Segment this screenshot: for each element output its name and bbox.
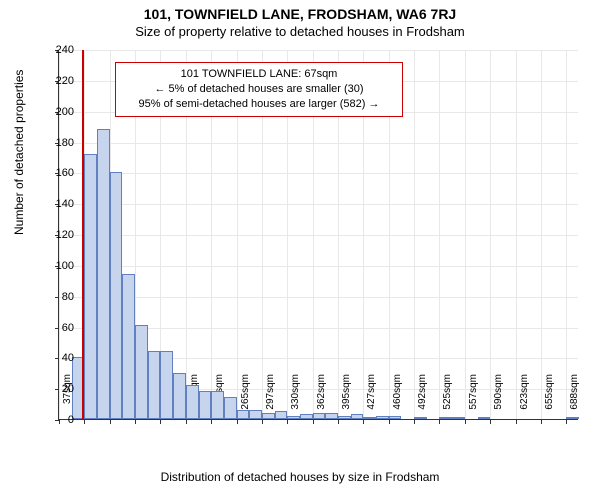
xtick-mark — [490, 420, 491, 424]
xtick-mark — [313, 420, 314, 424]
xtick-mark — [211, 420, 212, 424]
gridline-h — [59, 266, 578, 267]
gridline-h — [59, 143, 578, 144]
histogram-bar — [376, 416, 389, 419]
y-axis-label: Number of detached properties — [12, 70, 26, 235]
xtick-mark — [84, 420, 85, 424]
histogram-bar — [199, 391, 212, 419]
chart-area: 37sqm70sqm102sqm135sqm167sqm200sqm232sqm… — [58, 50, 578, 420]
histogram-bar — [160, 351, 173, 419]
gridline-v — [541, 50, 542, 419]
histogram-bar — [173, 373, 186, 419]
gridline-h — [59, 297, 578, 298]
ytick-label: 0 — [44, 414, 74, 426]
histogram-bar — [414, 417, 427, 419]
ytick-label: 140 — [44, 198, 74, 210]
xtick-mark — [338, 420, 339, 424]
plot-region: 37sqm70sqm102sqm135sqm167sqm200sqm232sqm… — [58, 50, 578, 420]
histogram-bar — [313, 413, 326, 419]
xtick-mark — [541, 420, 542, 424]
ytick-label: 120 — [44, 229, 74, 241]
reference-line — [82, 50, 84, 419]
xtick-mark — [414, 420, 415, 424]
ytick-label: 100 — [44, 260, 74, 272]
xtick-label: 655sqm — [544, 374, 555, 424]
xtick-mark — [262, 420, 263, 424]
histogram-bar — [452, 417, 465, 419]
xtick-mark — [465, 420, 466, 424]
histogram-bar — [275, 411, 288, 419]
histogram-bar — [135, 325, 148, 419]
histogram-bar — [351, 414, 364, 419]
histogram-bar — [439, 417, 452, 419]
annot-line2: ← 5% of detached houses are smaller (30) — [124, 82, 394, 97]
ytick-label: 20 — [44, 383, 74, 395]
annot-line1: 101 TOWNFIELD LANE: 67sqm — [124, 67, 394, 82]
gridline-v — [414, 50, 415, 419]
xtick-mark — [135, 420, 136, 424]
chart-title: 101, TOWNFIELD LANE, FRODSHAM, WA6 7RJ — [0, 0, 600, 22]
histogram-bar — [148, 351, 161, 419]
xtick-mark — [439, 420, 440, 424]
ytick-label: 240 — [44, 44, 74, 56]
histogram-bar — [566, 417, 579, 419]
histogram-bar — [478, 417, 491, 419]
histogram-bar — [389, 416, 402, 419]
gridline-v — [490, 50, 491, 419]
histogram-bar — [325, 413, 338, 419]
xtick-mark — [237, 420, 238, 424]
xtick-mark — [160, 420, 161, 424]
histogram-bar — [211, 391, 224, 419]
ytick-label: 40 — [44, 352, 74, 364]
xtick-mark — [566, 420, 567, 424]
ytick-label: 220 — [44, 75, 74, 87]
histogram-bar — [237, 410, 250, 419]
histogram-bar — [97, 129, 110, 419]
chart-subtitle: Size of property relative to detached ho… — [0, 22, 600, 39]
xtick-mark — [110, 420, 111, 424]
histogram-bar — [249, 410, 262, 419]
histogram-bar — [262, 413, 275, 419]
xtick-mark — [389, 420, 390, 424]
gridline-h — [59, 173, 578, 174]
gridline-v — [566, 50, 567, 419]
gridline-h — [59, 235, 578, 236]
histogram-bar — [287, 416, 300, 419]
histogram-bar — [110, 172, 123, 419]
gridline-v — [439, 50, 440, 419]
xtick-mark — [516, 420, 517, 424]
histogram-bar — [300, 414, 313, 419]
ytick-label: 160 — [44, 167, 74, 179]
ytick-label: 80 — [44, 291, 74, 303]
xtick-label: 623sqm — [519, 374, 530, 424]
xtick-mark — [287, 420, 288, 424]
ytick-label: 200 — [44, 106, 74, 118]
gridline-h — [59, 204, 578, 205]
xtick-mark — [186, 420, 187, 424]
histogram-bar — [224, 397, 237, 419]
histogram-bar — [186, 385, 199, 419]
x-axis-label: Distribution of detached houses by size … — [0, 470, 600, 484]
reference-annotation: 101 TOWNFIELD LANE: 67sqm ← 5% of detach… — [115, 62, 403, 117]
histogram-bar — [363, 417, 376, 419]
annot-line3: 95% of semi-detached houses are larger (… — [124, 97, 394, 112]
ytick-label: 180 — [44, 137, 74, 149]
ytick-label: 60 — [44, 322, 74, 334]
gridline-v — [516, 50, 517, 419]
gridline-v — [465, 50, 466, 419]
gridline-h — [59, 50, 578, 51]
histogram-bar — [122, 274, 135, 419]
xtick-mark — [363, 420, 364, 424]
histogram-bar — [338, 416, 351, 419]
xtick-label: 590sqm — [493, 374, 504, 424]
histogram-bar — [84, 154, 97, 419]
